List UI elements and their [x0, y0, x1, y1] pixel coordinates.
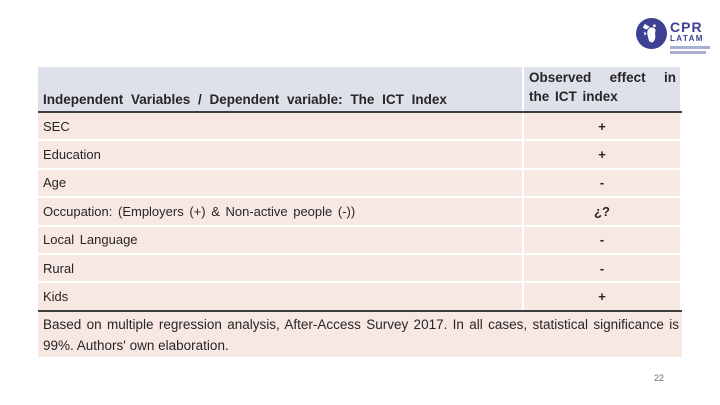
effect-cell: - [524, 254, 680, 282]
table-row: Rural - [38, 254, 682, 284]
effect-cell: + [524, 283, 680, 310]
table-row: Education + [38, 141, 682, 170]
table-row: Occupation: (Employers (+) & Non-active … [38, 198, 682, 227]
variable-cell: Age [38, 169, 524, 197]
table-row: Kids + [38, 283, 682, 312]
effect-cell: - [524, 226, 680, 253]
latam-map-globe-icon [636, 18, 667, 49]
logo-tagline-lines [670, 46, 710, 54]
effect-cell: - [524, 169, 680, 197]
logo-latam-text: LATAM [670, 34, 704, 43]
table-row: Local Language - [38, 226, 682, 255]
variable-cell: Education [38, 141, 524, 168]
table-header-row: Independent Variables / Dependent variab… [38, 67, 682, 113]
table-body: SEC + Education + Age - Occupation: (Emp… [38, 113, 682, 312]
variable-cell: Kids [38, 283, 524, 310]
variable-cell: Occupation: (Employers (+) & Non-active … [38, 198, 524, 225]
variable-cell: Local Language [38, 226, 524, 253]
table-footnote: Based on multiple regression analysis, A… [38, 311, 682, 357]
table-row: Age - [38, 169, 682, 199]
header-observed-effect: Observed effect in the ICT index [524, 67, 680, 111]
page-number: 22 [654, 373, 665, 383]
variable-cell: Rural [38, 254, 524, 282]
variable-cell: SEC [38, 113, 524, 140]
effect-cell: ¿? [524, 198, 680, 225]
logo-wordmark: CPR LATAM [670, 11, 710, 54]
effect-cell: + [524, 113, 680, 140]
effect-cell: + [524, 141, 680, 168]
table-row: SEC + [38, 113, 682, 142]
logo-cpr-text: CPR [670, 19, 703, 35]
ict-effects-table: Independent Variables / Dependent variab… [38, 67, 682, 357]
cpr-latam-logo: CPR LATAM [636, 11, 712, 54]
header-independent-variables: Independent Variables / Dependent variab… [38, 67, 524, 111]
